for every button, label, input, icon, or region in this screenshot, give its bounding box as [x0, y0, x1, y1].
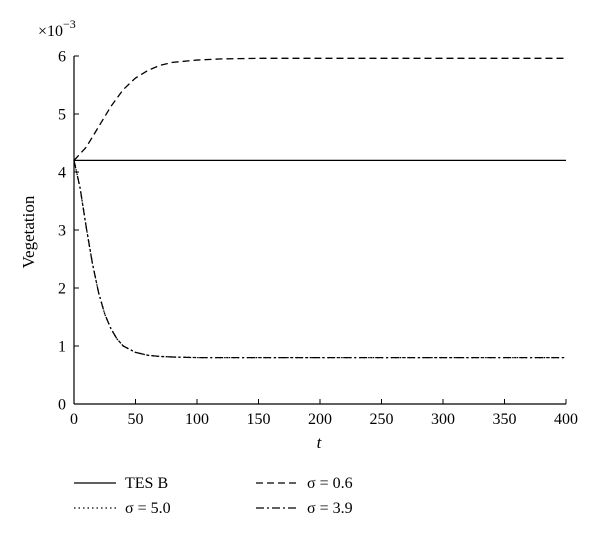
y-axis: 0 1 2 3 4 5 6	[58, 49, 79, 414]
y-tick-label: 3	[58, 223, 66, 240]
series-line-2	[73, 57, 566, 161]
x-tick-label: 0	[70, 411, 78, 428]
x-tick-label: 50	[128, 411, 144, 428]
legend-label-2: σ = 0.6	[307, 475, 353, 492]
x-tick-label: 400	[554, 411, 578, 428]
legend-label-1: TES B	[125, 475, 168, 492]
y-tick-label: 6	[58, 49, 66, 66]
y-axis-label: Vegetation	[19, 195, 38, 268]
x-axis: 0 50 100 150 200 250 300 350 400	[70, 399, 578, 428]
x-tick-label: 150	[247, 411, 271, 428]
x-tick-label: 350	[493, 411, 517, 428]
y-tick-label: 1	[58, 339, 66, 356]
x-tick-label: 100	[185, 411, 209, 428]
x-tick-label: 300	[431, 411, 455, 428]
x-axis-label: t	[317, 433, 323, 452]
x-tick-label: 250	[370, 411, 394, 428]
legend-label-4: σ = 3.9	[307, 500, 353, 517]
y-axis-multiplier-base: ×10	[38, 23, 63, 40]
legend-label-3: σ = 5.0	[125, 500, 171, 517]
y-tick-label: 5	[58, 107, 66, 124]
series-line-3	[73, 160, 566, 359]
x-tick-label: 200	[308, 411, 332, 428]
y-tick-label: 4	[58, 165, 66, 182]
y-tick-label: 2	[58, 281, 66, 298]
legend: TES B σ = 0.6 σ = 5.0 σ = 3.9	[74, 475, 353, 517]
y-axis-multiplier: ×10−3	[38, 17, 76, 40]
series-line-4	[73, 160, 566, 359]
y-tick-label: 0	[58, 397, 66, 414]
series-layer	[73, 57, 566, 359]
y-axis-multiplier-exponent: −3	[63, 17, 76, 31]
plot-area	[73, 56, 566, 405]
